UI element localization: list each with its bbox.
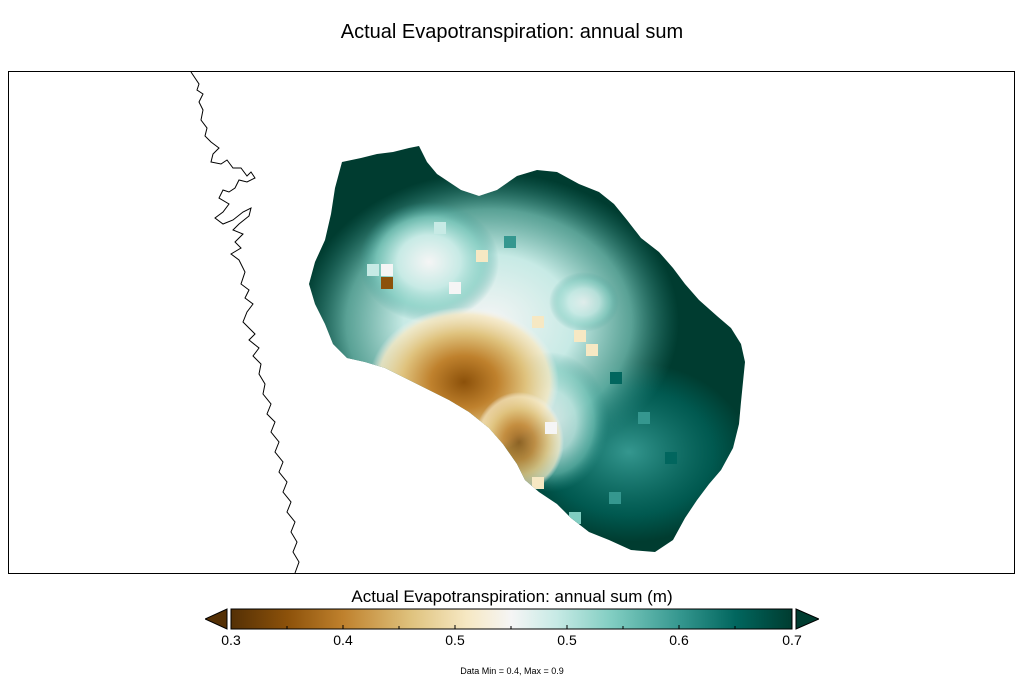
- plot-title: Actual Evapotranspiration: annual sum: [340, 21, 684, 43]
- data-range-text: Data Min = 0.4, Max = 0.9: [460, 666, 564, 676]
- colorbar-tick-label: 0.5: [445, 632, 465, 648]
- colorbar-tick-label: 0.6: [669, 632, 689, 648]
- colorbar-tick-label: 0.7: [782, 632, 802, 648]
- map-frame: [8, 71, 1015, 574]
- colorbar-extend-low: [205, 608, 228, 630]
- colorbar-extend-high: [795, 608, 819, 630]
- colorbar-tick-label: 0.4: [333, 632, 353, 648]
- colorbar-tick-label: 0.5: [557, 632, 577, 648]
- colorbar-title: Actual Evapotranspiration: annual sum (m…: [351, 587, 673, 606]
- map-svg: [190, 72, 745, 573]
- colorbar-ticks: [230, 625, 793, 629]
- colorbar: [205, 608, 819, 630]
- evapotranspiration-field: [309, 146, 745, 552]
- colorbar-tick-label: 0.3: [221, 632, 241, 648]
- coastline: [190, 72, 300, 573]
